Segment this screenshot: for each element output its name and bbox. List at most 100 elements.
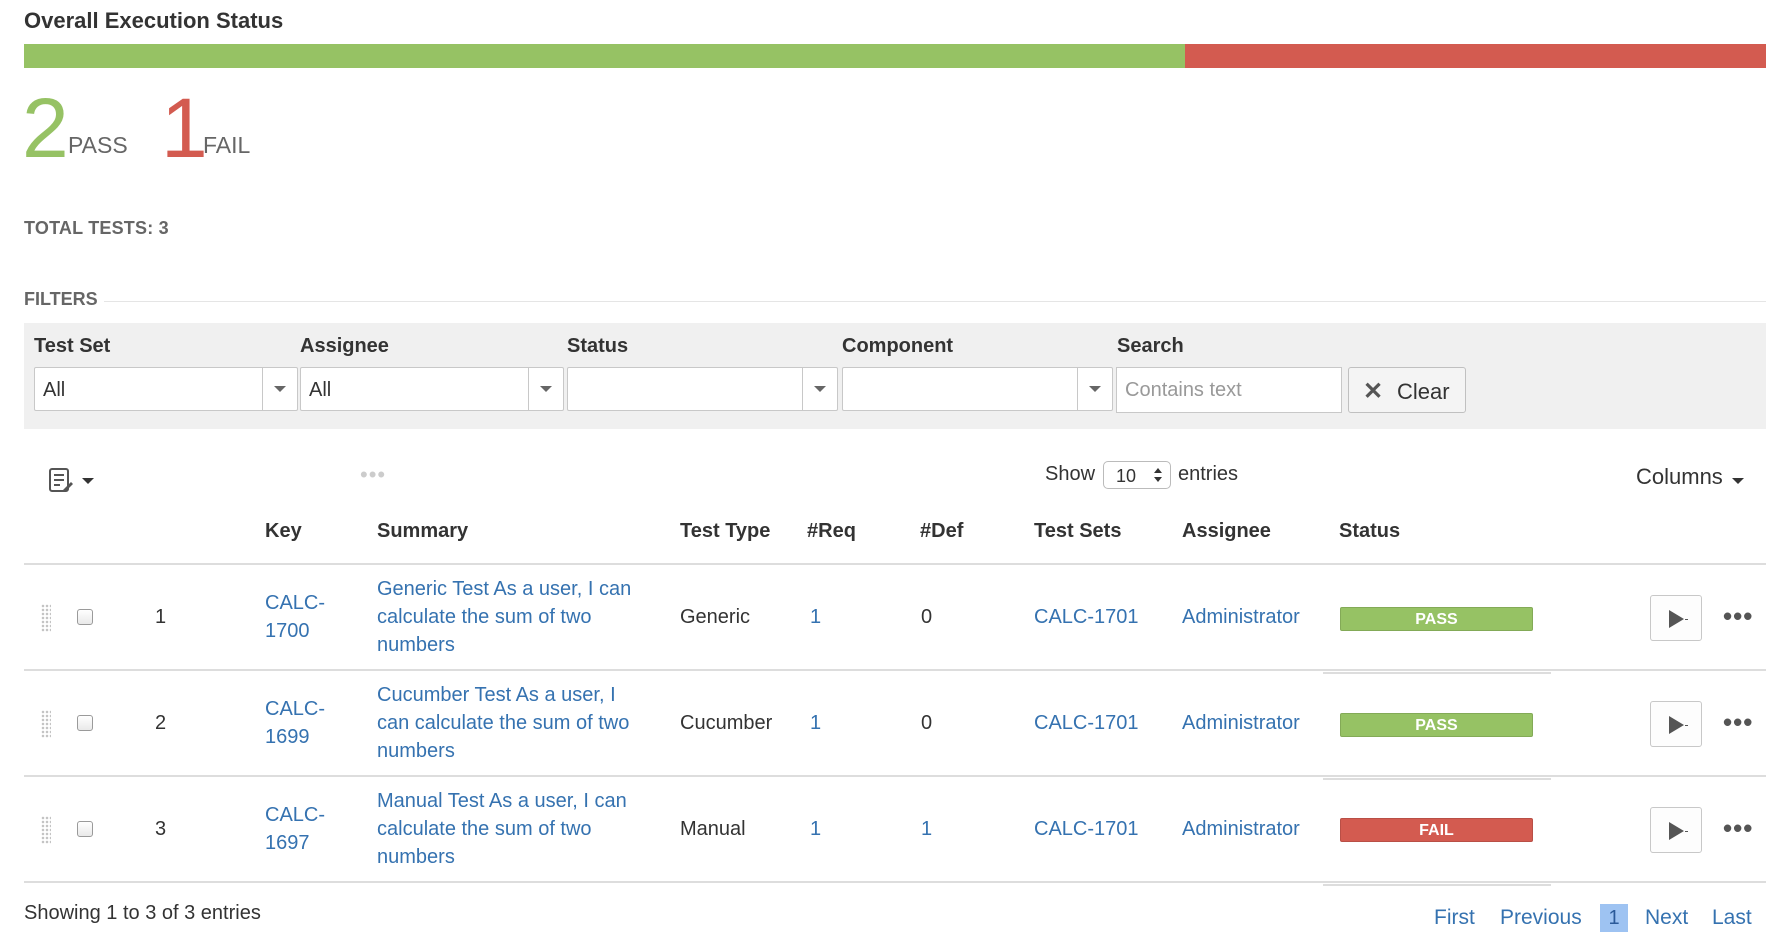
assignee-value: All — [309, 379, 332, 401]
assignee-link[interactable]: Administrator — [1182, 712, 1300, 734]
test-set-link[interactable]: CALC-1701 — [1034, 818, 1139, 840]
key-line: CALC- — [265, 698, 326, 720]
row-index: 1 — [155, 606, 167, 628]
total-tests: TOTAL TESTS: 3 — [24, 218, 169, 238]
page-size-select[interactable]: 10 — [1103, 461, 1171, 489]
pager-next[interactable]: Next — [1645, 906, 1689, 929]
summary-line: numbers — [377, 740, 455, 762]
drag-handle-icon[interactable] — [41, 816, 51, 844]
page-title: Overall Execution Status — [24, 8, 284, 33]
req-count-link[interactable]: 1 — [810, 606, 822, 628]
component-select[interactable] — [842, 367, 1113, 411]
clear-filters-button[interactable]: ✕ Clear — [1348, 367, 1466, 413]
execute-button[interactable] — [1650, 807, 1702, 853]
search-input[interactable] — [1116, 367, 1342, 413]
list-edit-icon[interactable] — [48, 466, 73, 492]
test-key-link[interactable]: CALC- 1700 — [265, 589, 325, 645]
search-label: Search — [1117, 335, 1184, 357]
status-badge: PASS — [1340, 713, 1533, 737]
drag-dots-icon[interactable]: ••• — [360, 462, 387, 487]
assignee-select[interactable]: All — [300, 367, 564, 411]
row-divider — [24, 881, 1766, 883]
page-size-value: 10 — [1116, 466, 1137, 486]
test-type: Cucumber — [680, 712, 773, 734]
more-actions-icon[interactable]: ••• — [1723, 601, 1754, 631]
filters-divider — [104, 301, 1766, 302]
column-header-status[interactable]: Status — [1339, 520, 1401, 542]
progress-pass-segment — [24, 44, 1186, 68]
row-divider — [24, 669, 1766, 671]
summary-line: calculate the sum of two — [377, 606, 592, 628]
summary-line: Cucumber Test As a user, I — [377, 684, 616, 706]
status-badge: FAIL — [1340, 818, 1533, 842]
column-header-def[interactable]: #Def — [920, 520, 964, 542]
summary-line: Manual Test As a user, I can — [377, 790, 627, 812]
pager-current-page[interactable]: 1 — [1600, 904, 1628, 932]
test-set-select[interactable]: All — [34, 367, 298, 411]
component-filter-label: Component — [842, 335, 954, 357]
key-line: 1700 — [265, 620, 310, 642]
stepper-down-icon — [1154, 477, 1162, 482]
req-count-link[interactable]: 1 — [810, 712, 822, 734]
clear-label: Clear — [1397, 379, 1450, 404]
status-cell-divider — [1323, 778, 1551, 780]
execution-progress-bar — [24, 44, 1766, 68]
key-line: 1699 — [265, 726, 310, 748]
test-summary-link[interactable]: Generic Test As a user, I can calculate … — [377, 575, 631, 659]
pager-first[interactable]: First — [1434, 906, 1475, 929]
test-set-link[interactable]: CALC-1701 — [1034, 606, 1139, 628]
assignee-link[interactable]: Administrator — [1182, 606, 1300, 628]
fail-label: FAIL — [203, 132, 251, 158]
drag-handle-icon[interactable] — [41, 710, 51, 738]
column-header-assignee[interactable]: Assignee — [1182, 520, 1271, 542]
key-line: CALC- — [265, 804, 326, 826]
drag-handle-icon[interactable] — [41, 604, 51, 632]
column-header-test-sets[interactable]: Test Sets — [1034, 520, 1122, 542]
column-header-summary[interactable]: Summary — [377, 520, 469, 542]
close-icon: ✕ — [1363, 378, 1384, 405]
pager-last[interactable]: Last — [1712, 906, 1752, 929]
column-header-test-type[interactable]: Test Type — [680, 520, 771, 542]
def-count: 0 — [921, 712, 933, 734]
row-checkbox[interactable] — [77, 821, 93, 837]
pager-previous[interactable]: Previous — [1500, 906, 1582, 929]
chevron-down-icon[interactable] — [1077, 368, 1112, 410]
row-checkbox[interactable] — [77, 609, 93, 625]
more-actions-icon[interactable]: ••• — [1723, 813, 1754, 843]
test-set-value: All — [43, 379, 66, 401]
chevron-down-icon[interactable] — [802, 368, 837, 410]
req-count-link[interactable]: 1 — [810, 818, 822, 840]
test-set-link[interactable]: CALC-1701 — [1034, 712, 1139, 734]
row-divider — [24, 775, 1766, 777]
def-count-link[interactable]: 1 — [921, 818, 933, 840]
key-line: 1697 — [265, 832, 310, 854]
pass-count: 2 — [22, 81, 69, 175]
def-count: 0 — [921, 606, 933, 628]
chevron-down-icon[interactable] — [528, 368, 563, 410]
more-actions-icon[interactable]: ••• — [1723, 707, 1754, 737]
column-header-req[interactable]: #Req — [807, 520, 856, 542]
test-key-link[interactable]: CALC- 1697 — [265, 801, 325, 857]
test-summary-link[interactable]: Cucumber Test As a user, I can calculate… — [377, 681, 629, 765]
stepper-up-icon — [1154, 468, 1162, 473]
summary-line: numbers — [377, 634, 455, 656]
test-type: Manual — [680, 818, 746, 840]
columns-label: Columns — [1636, 464, 1723, 489]
pass-label: PASS — [68, 132, 128, 158]
chevron-down-icon[interactable] — [262, 368, 297, 410]
execute-button[interactable] — [1650, 595, 1702, 641]
status-filter-label: Status — [567, 335, 629, 357]
row-index: 3 — [155, 818, 167, 840]
assignee-link[interactable]: Administrator — [1182, 818, 1300, 840]
execute-button[interactable] — [1650, 701, 1702, 747]
status-select[interactable] — [567, 367, 838, 411]
chevron-down-icon[interactable] — [1732, 478, 1744, 484]
assignee-filter-label: Assignee — [300, 335, 389, 357]
column-header-key[interactable]: Key — [265, 520, 302, 542]
test-summary-link[interactable]: Manual Test As a user, I can calculate t… — [377, 787, 627, 871]
summary-line: numbers — [377, 846, 455, 868]
columns-menu-button[interactable]: Columns — [1636, 464, 1723, 490]
row-checkbox[interactable] — [77, 715, 93, 731]
test-key-link[interactable]: CALC- 1699 — [265, 695, 325, 751]
chevron-down-icon[interactable] — [82, 478, 94, 484]
